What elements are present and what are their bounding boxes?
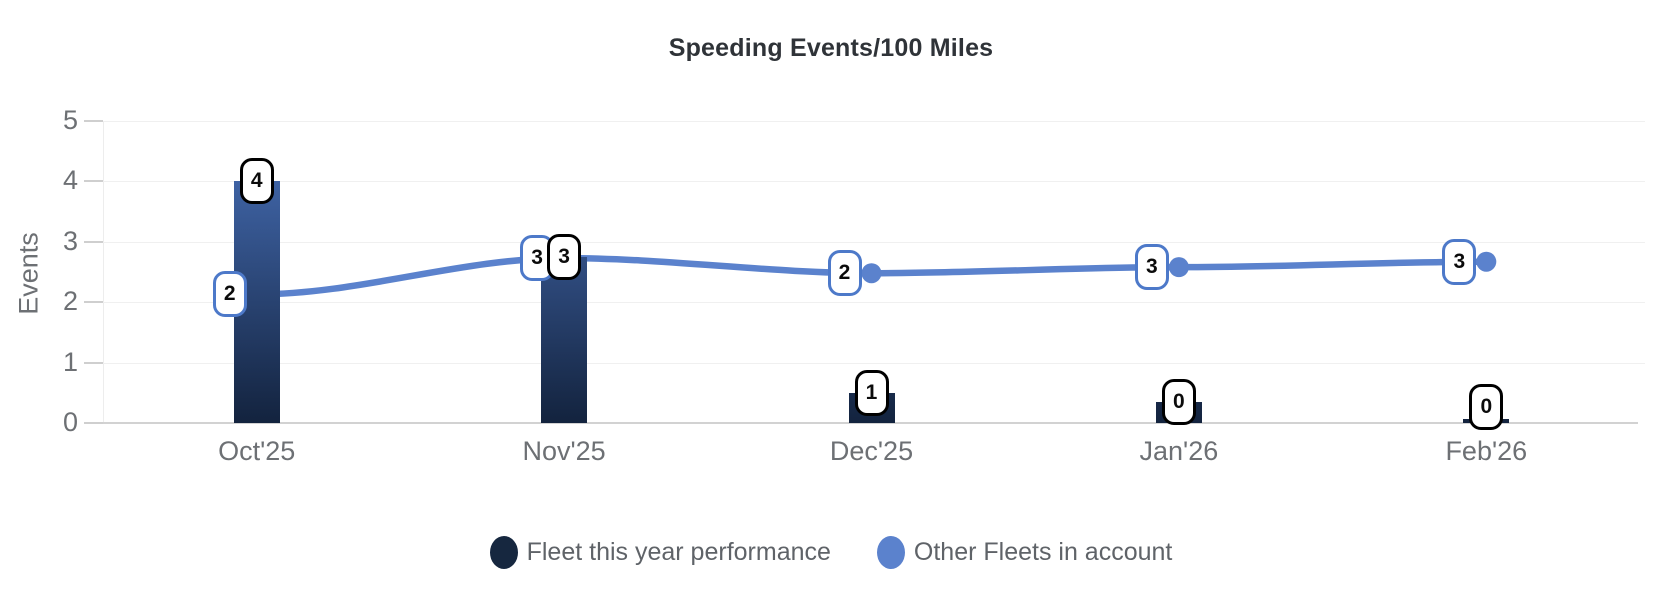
y-tick-mark-5 — [84, 120, 103, 122]
gridline-1 — [103, 362, 1645, 364]
y-tick-label-5: 5 — [62, 105, 78, 135]
line-value-label-jan26: 3 — [1134, 244, 1169, 291]
bar-value-label-feb26: 0 — [1469, 384, 1504, 430]
x-tick-label-nov25: Nov'25 — [522, 436, 606, 466]
bar-value-label-oct25: 4 — [239, 158, 274, 205]
bar-value-label-dec25: 1 — [854, 369, 889, 416]
legend-swatch-fleetthisyearperformance — [489, 536, 518, 569]
gridline-3 — [103, 241, 1645, 243]
y-tick-mark-3 — [84, 240, 103, 243]
y-tick-mark-1 — [84, 361, 103, 364]
gridline-5 — [103, 121, 1645, 122]
y-tick-label-2: 2 — [62, 286, 78, 317]
bar-value-label-jan26: 0 — [1161, 378, 1196, 425]
bar-value-label-nov25: 3 — [547, 233, 582, 280]
gridline-2 — [103, 302, 1645, 304]
x-axis-line — [103, 422, 1638, 424]
line-point-jan26[interactable] — [1168, 257, 1189, 278]
line-point-feb26[interactable] — [1476, 251, 1497, 272]
line-value-label-dec25: 2 — [827, 250, 862, 297]
bar-nov25[interactable] — [541, 256, 588, 423]
gridline-4 — [103, 181, 1645, 183]
legend-item-otherfleetsinaccount[interactable]: Other Fleets in account — [876, 536, 1173, 569]
y-tick-label-1: 1 — [62, 346, 78, 377]
y-tick-mark-4 — [84, 180, 103, 183]
legend-label-otherfleetsinaccount: Other Fleets in account — [913, 538, 1173, 566]
y-tick-label-4: 4 — [62, 165, 78, 196]
legend-item-fleetthisyearperformance[interactable]: Fleet this year performance — [489, 536, 831, 569]
y-tick-mark-0 — [84, 422, 103, 424]
x-tick-label-dec25: Dec'25 — [829, 436, 914, 466]
line-value-label-oct25: 2 — [212, 271, 247, 318]
chart-title: Speeding Events/100 Miles — [668, 34, 994, 62]
legend-label-fleetthisyearperformance: Fleet this year performance — [526, 538, 831, 566]
plot-left-border — [103, 121, 104, 423]
y-tick-label-0: 0 — [62, 407, 78, 437]
line-value-label-feb26: 3 — [1442, 238, 1477, 285]
y-tick-label-3: 3 — [62, 225, 78, 256]
y-tick-mark-2 — [84, 301, 103, 304]
x-tick-label-oct25: Oct'25 — [218, 436, 296, 466]
chart-legend: Fleet this year performance Other Fleets … — [0, 536, 1662, 569]
x-tick-label-jan26: Jan'26 — [1139, 436, 1219, 466]
legend-swatch-otherfleetsinaccount — [876, 536, 905, 569]
line-point-dec25[interactable] — [861, 263, 882, 284]
x-tick-label-feb26: Feb'26 — [1445, 436, 1528, 466]
